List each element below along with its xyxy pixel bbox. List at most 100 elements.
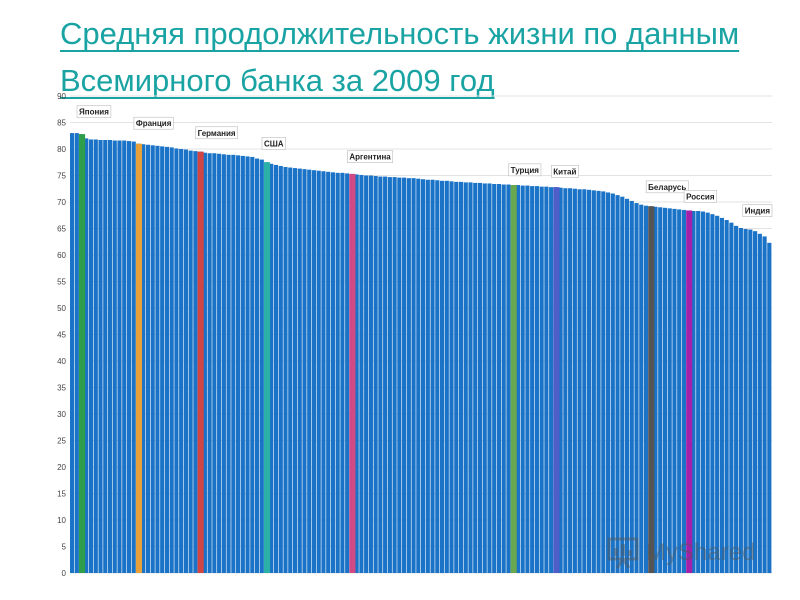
bar — [387, 177, 392, 573]
bar — [743, 229, 748, 573]
bar — [131, 141, 136, 573]
bar — [221, 154, 226, 574]
y-tick-label: 65 — [57, 225, 66, 234]
bar — [757, 233, 762, 574]
bar — [601, 191, 606, 573]
bar — [435, 180, 440, 573]
bar — [378, 176, 383, 573]
bar — [539, 186, 544, 573]
watermark: MyShared — [606, 535, 776, 571]
bar — [577, 189, 582, 573]
bar — [316, 170, 321, 574]
y-tick-label: 20 — [57, 463, 66, 472]
country-label-box — [742, 204, 773, 217]
country-label-box — [508, 163, 542, 177]
country-label-box — [645, 180, 689, 194]
bar — [691, 211, 696, 573]
bar — [126, 141, 132, 574]
country-label-box — [195, 126, 238, 140]
bar — [525, 185, 530, 573]
country-label-box — [683, 190, 717, 203]
bar — [330, 172, 336, 573]
bar — [762, 236, 767, 573]
country-label: Беларусь — [648, 183, 686, 192]
bar — [696, 211, 701, 573]
bar — [122, 140, 127, 573]
bar — [155, 145, 160, 573]
bar — [515, 185, 521, 574]
bar — [463, 182, 468, 573]
bar — [164, 146, 170, 573]
y-tick-label: 25 — [57, 437, 66, 446]
y-tick-label: 30 — [57, 410, 66, 419]
bar — [202, 152, 207, 573]
bar — [292, 168, 298, 573]
bar — [681, 209, 687, 573]
bar — [620, 196, 625, 573]
bar — [496, 183, 502, 574]
bar — [454, 181, 459, 574]
country-label-box — [133, 116, 174, 130]
country-label: Россия — [686, 192, 715, 201]
bar — [458, 181, 464, 574]
bar — [672, 208, 677, 573]
bar — [212, 153, 217, 574]
bar — [605, 192, 611, 573]
bar — [88, 139, 94, 573]
bar — [335, 172, 340, 573]
bar — [549, 187, 554, 573]
bar — [150, 145, 155, 574]
bar — [439, 180, 445, 574]
bar — [677, 209, 682, 574]
bar — [174, 148, 179, 573]
bar — [492, 183, 497, 574]
bar — [572, 188, 577, 573]
highlight-bar — [263, 162, 271, 573]
bar — [425, 179, 430, 574]
highlight-bar — [648, 206, 655, 574]
bar — [753, 231, 758, 573]
bar — [643, 205, 649, 573]
bar — [662, 207, 668, 573]
bar — [340, 172, 345, 573]
bar — [70, 133, 75, 573]
bar — [302, 169, 307, 573]
bar — [392, 177, 397, 573]
bar — [449, 181, 454, 573]
page-title: Средняя продолжительность жизни по данны… — [60, 16, 740, 98]
y-tick-label: 35 — [57, 384, 66, 393]
highlight-bar — [135, 143, 143, 573]
y-tick-label: 10 — [57, 516, 66, 525]
bar — [193, 151, 198, 573]
bar — [729, 222, 734, 574]
bar — [444, 180, 449, 574]
bar — [240, 155, 245, 573]
bar — [667, 208, 672, 574]
bar — [373, 176, 378, 573]
bar — [259, 159, 264, 573]
bar — [468, 182, 473, 573]
bar — [615, 195, 620, 574]
bar — [658, 207, 663, 574]
country-label: Китай — [553, 167, 576, 176]
bar — [534, 186, 539, 573]
bar — [724, 220, 729, 573]
country-label-box — [551, 165, 579, 178]
bar — [107, 139, 113, 574]
country-label: Германия — [198, 129, 236, 138]
y-axis: 0 5 10 15 20 25 30 35 40 45 50 55 60 65 70 75 80 85 90 — [57, 92, 66, 578]
bar-series — [70, 133, 772, 574]
y-tick-label: 40 — [57, 357, 66, 366]
country-label-box — [76, 105, 112, 118]
bar — [530, 186, 535, 573]
bar — [321, 171, 326, 573]
bar — [482, 183, 487, 573]
bar — [596, 190, 601, 573]
y-tick-label: 90 — [57, 92, 66, 101]
bar — [501, 184, 506, 573]
bar — [297, 168, 302, 574]
y-tick-label: 60 — [57, 251, 66, 260]
bar — [368, 175, 373, 573]
bar — [700, 211, 705, 574]
